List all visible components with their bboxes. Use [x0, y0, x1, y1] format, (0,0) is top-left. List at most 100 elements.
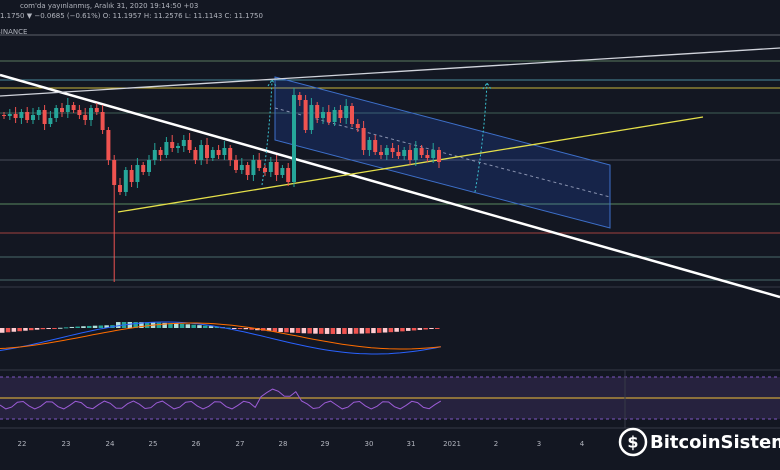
candle-body [384, 148, 389, 155]
candle-body [251, 160, 256, 175]
candle-body [344, 106, 349, 118]
candles [2, 88, 441, 282]
candle-body [326, 112, 331, 122]
target-arrow [474, 82, 492, 193]
x-tick-label: 2021 [443, 440, 461, 448]
macd-bar [191, 324, 196, 328]
candle-body [36, 110, 41, 115]
candle-body [315, 105, 320, 118]
macd-bar [371, 328, 376, 334]
candle-body [222, 148, 227, 155]
macd-line [0, 321, 441, 355]
candle-body [321, 112, 325, 118]
candle-body [297, 95, 302, 100]
candle-body [268, 162, 273, 172]
rsi-line [0, 388, 442, 410]
candle-body [147, 160, 151, 172]
macd-bar [52, 328, 57, 329]
watermark-text: BitcoinSistemi [650, 432, 780, 453]
macd-bar [324, 328, 330, 334]
candle-body [373, 140, 378, 152]
logo-symbol: $ [627, 433, 638, 452]
candle-body [25, 112, 30, 120]
macd-bar [69, 326, 75, 328]
x-tick-label: 29 [321, 440, 330, 448]
macd-bar [249, 328, 254, 330]
trend-line [0, 47, 780, 97]
macd-bar [29, 328, 34, 331]
macd-bar [11, 328, 17, 332]
macd-bar [87, 325, 92, 328]
macd-bar [197, 325, 202, 328]
candle-body [106, 130, 111, 160]
x-tick-label: 2 [494, 440, 498, 448]
candle-body [48, 118, 53, 124]
x-tick-label: 28 [279, 440, 288, 448]
macd-bar [353, 328, 359, 334]
candle-body [60, 108, 64, 112]
macd-bar [46, 328, 51, 329]
candle-body [257, 160, 262, 168]
candle-body [210, 150, 215, 158]
candle-body [396, 152, 401, 156]
macd-bar [313, 328, 318, 334]
macd-bar [394, 328, 399, 332]
candle-body [408, 150, 412, 160]
regression-channel [274, 76, 611, 229]
candle-body [158, 150, 163, 155]
candle-body [65, 105, 70, 112]
candle-body [170, 142, 175, 148]
macd-bar [116, 322, 121, 328]
candle-body [263, 168, 267, 172]
x-tick-label: 3 [537, 440, 541, 448]
logo [618, 427, 648, 457]
macd-bar [168, 323, 173, 328]
candle-body [199, 145, 204, 160]
candle-body [239, 165, 244, 170]
candle-body [274, 162, 279, 175]
macd-bar [377, 328, 382, 333]
candle-body [431, 150, 436, 158]
x-tick-label: 25 [149, 440, 158, 448]
macd-bar [208, 326, 214, 328]
x-tick-label: 27 [236, 440, 245, 448]
macd-bar [232, 328, 237, 329]
candle-body [129, 170, 134, 182]
candle-body [205, 145, 209, 158]
macd-bar [185, 324, 191, 328]
macd-bar [429, 328, 434, 329]
candle-body [425, 155, 430, 158]
trend-line [0, 73, 780, 299]
macd-bar [417, 328, 423, 330]
candle-body [361, 128, 366, 150]
candle-body [89, 108, 93, 120]
candle-body [83, 115, 88, 120]
candle-body [402, 150, 407, 156]
candle-body [332, 110, 337, 122]
candle-body [280, 168, 285, 175]
macd-bar [104, 325, 109, 328]
candle-body [350, 106, 354, 124]
candle-body [303, 100, 308, 130]
candle-body [77, 110, 82, 115]
candle-body [118, 185, 122, 192]
candle-body [54, 108, 59, 118]
candle-body [390, 148, 395, 152]
candle-body [94, 108, 99, 112]
macd-bar [127, 322, 133, 328]
candle-body [413, 148, 418, 160]
macd-bar [266, 328, 272, 332]
macd-bar [336, 328, 341, 334]
candle-body [193, 150, 198, 160]
macd-bar [307, 328, 312, 334]
macd-bar [243, 328, 249, 330]
macd-bar [156, 322, 162, 328]
macd-bar [17, 328, 22, 332]
candle-body [19, 112, 24, 118]
channel-midline [274, 107, 611, 198]
candle-body [216, 150, 221, 155]
macd-bar [290, 328, 295, 333]
macd-bar [272, 328, 278, 332]
macd-bar [295, 328, 301, 334]
